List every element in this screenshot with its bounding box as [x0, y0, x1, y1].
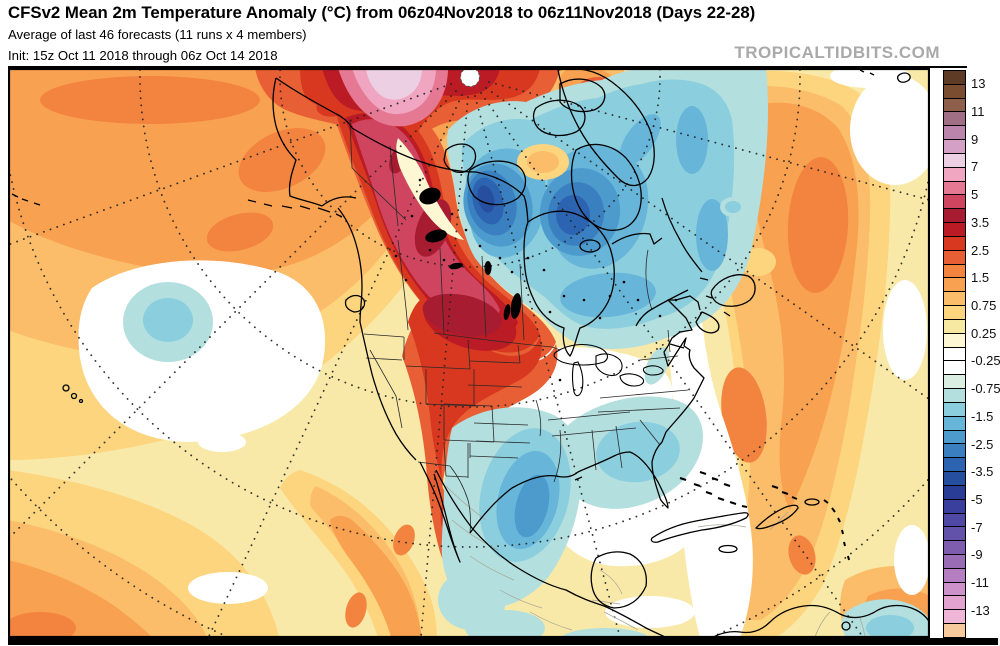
colorbar-label: -11 [971, 575, 989, 591]
page-title: CFSv2 Mean 2m Temperature Anomaly (°C) f… [8, 3, 756, 22]
colorbar-segment [944, 540, 965, 554]
colorbar-label: 11 [971, 104, 985, 120]
colorbar-labels: 13 11 9 7 5 3.5 2.5 1.5 0.75 0.25 -0.25 -0.75 -1.5 -2… [971, 70, 1000, 638]
graticule-dotted-lines [9, 69, 929, 638]
colorbar [943, 70, 966, 638]
warm-plume-west-canada [255, 69, 620, 600]
colorbar-segment [944, 263, 965, 278]
colorbar-label: 3.5 [971, 214, 990, 230]
colorbar-label: 9 [971, 131, 979, 147]
colorbar-segment [944, 83, 965, 98]
colorbar-label: 0.25 [971, 325, 997, 341]
colorbar-label: -3.5 [971, 464, 994, 480]
colorbar-segment [944, 553, 965, 568]
colorbar-segment [944, 139, 965, 153]
colorbar-label: -2.5 [971, 436, 994, 452]
colorbar-segment [944, 194, 965, 209]
colorbar-segment [944, 374, 965, 389]
colorbar-segment [944, 429, 965, 444]
colorbar-segment [944, 332, 965, 347]
colorbar-segment [944, 166, 965, 181]
init-time-line: Init: 15z Oct 11 2018 through 06z Oct 14… [8, 48, 278, 63]
colorbar-segment [944, 512, 965, 527]
colorbar-segment [944, 457, 965, 472]
colorbar-label: -9 [971, 547, 983, 563]
colorbar-segment [944, 180, 965, 195]
neutral-anomaly-regions [78, 69, 929, 638]
colorbar-segment [944, 71, 965, 84]
colorbar-label: -0.75 [971, 381, 1000, 397]
colorbar-segment [944, 305, 965, 319]
colorbar-segment [944, 111, 965, 126]
anomaly-map [7, 67, 931, 639]
colorbar-label: -13 [971, 602, 990, 618]
colorbar-segment [944, 498, 965, 513]
colorbar-label: -7 [971, 519, 983, 535]
tropicaltidbits-watermark: TROPICALTIDBITS.COM [734, 43, 940, 62]
colorbar-label: -1.5 [971, 408, 994, 424]
colorbar-segment [944, 581, 965, 596]
forecast-average-subtitle: Average of last 46 forecasts (11 runs x … [8, 27, 307, 42]
colorbar-segment [944, 443, 965, 458]
colorbar-label: 7 [971, 159, 979, 175]
gray-country-borders [445, 485, 866, 638]
colorbar-segment [944, 595, 965, 610]
colorbar-segment [944, 567, 965, 582]
colorbar-segment [944, 235, 965, 250]
colorbar-segment [944, 152, 965, 167]
colorbar-segment [944, 318, 965, 333]
colorbar-segment [944, 222, 965, 236]
great-lakes [553, 343, 664, 397]
top-rule [8, 66, 967, 68]
colorbar-segment [944, 360, 965, 375]
colorbar-segment [944, 526, 965, 541]
state-borders [349, 119, 689, 534]
pole-circle [460, 69, 480, 87]
colorbar-segment [944, 125, 965, 140]
colorbar-segment [944, 609, 965, 624]
colorbar-segment [944, 415, 965, 430]
colorbar-label: 1.5 [971, 270, 990, 286]
coastlines [11, 69, 929, 638]
inland-lakes [394, 178, 850, 561]
anomaly-map-svg [7, 67, 931, 639]
colorbar-label: -5 [971, 491, 983, 507]
colorbar-label: -0.25 [971, 353, 1000, 369]
colorbar-segment [944, 249, 965, 264]
colorbar-label: 2.5 [971, 242, 990, 258]
colorbar-segment [944, 388, 965, 402]
bottom-rule [8, 638, 998, 645]
colorbar-segment [944, 291, 965, 306]
colorbar-segment [944, 97, 965, 112]
colorbar-segment [944, 401, 965, 416]
colorbar-segment [944, 471, 965, 485]
colorbar-segment [944, 277, 965, 292]
colorbar-segment [944, 346, 965, 361]
map-frame [7, 67, 931, 639]
colorbar-label: 5 [971, 187, 979, 203]
colorbar-label: 13 [971, 76, 986, 92]
colorbar-label: 0.75 [971, 298, 997, 313]
colorbar-segment [944, 208, 965, 223]
colorbar-segment [944, 623, 965, 637]
colorbar-segment [944, 484, 965, 499]
